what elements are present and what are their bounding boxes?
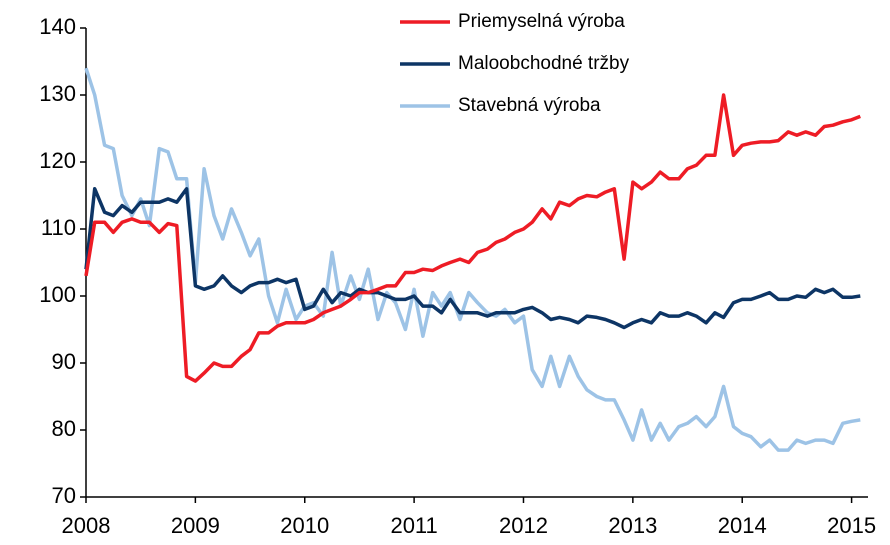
- legend-label: Maloobchodné tržby: [458, 53, 630, 74]
- y-tick-label: 120: [39, 148, 76, 173]
- y-tick-label: 70: [52, 483, 76, 508]
- x-tick-label: 2014: [718, 513, 767, 538]
- legend-label: Stavebná výroba: [458, 95, 601, 116]
- x-tick-label: 2008: [62, 513, 111, 538]
- y-tick-label: 100: [39, 282, 76, 307]
- series-line: [84, 67, 861, 452]
- series-line: [84, 93, 861, 383]
- x-tick-label: 2015: [827, 513, 876, 538]
- y-tick-label: 130: [39, 81, 76, 106]
- series-line: [84, 187, 861, 330]
- x-tick-label: 2012: [499, 513, 548, 538]
- y-tick-label: 80: [52, 416, 76, 441]
- y-tick-label: 90: [52, 349, 76, 374]
- x-tick-label: 2009: [171, 513, 220, 538]
- y-tick-label: 110: [41, 215, 76, 240]
- x-tick-label: 2010: [280, 513, 329, 538]
- x-tick-label: 2011: [390, 513, 437, 538]
- x-tick-label: 2013: [608, 513, 657, 538]
- y-tick-label: 140: [39, 14, 76, 39]
- legend-label: Priemyselná výroba: [458, 11, 625, 32]
